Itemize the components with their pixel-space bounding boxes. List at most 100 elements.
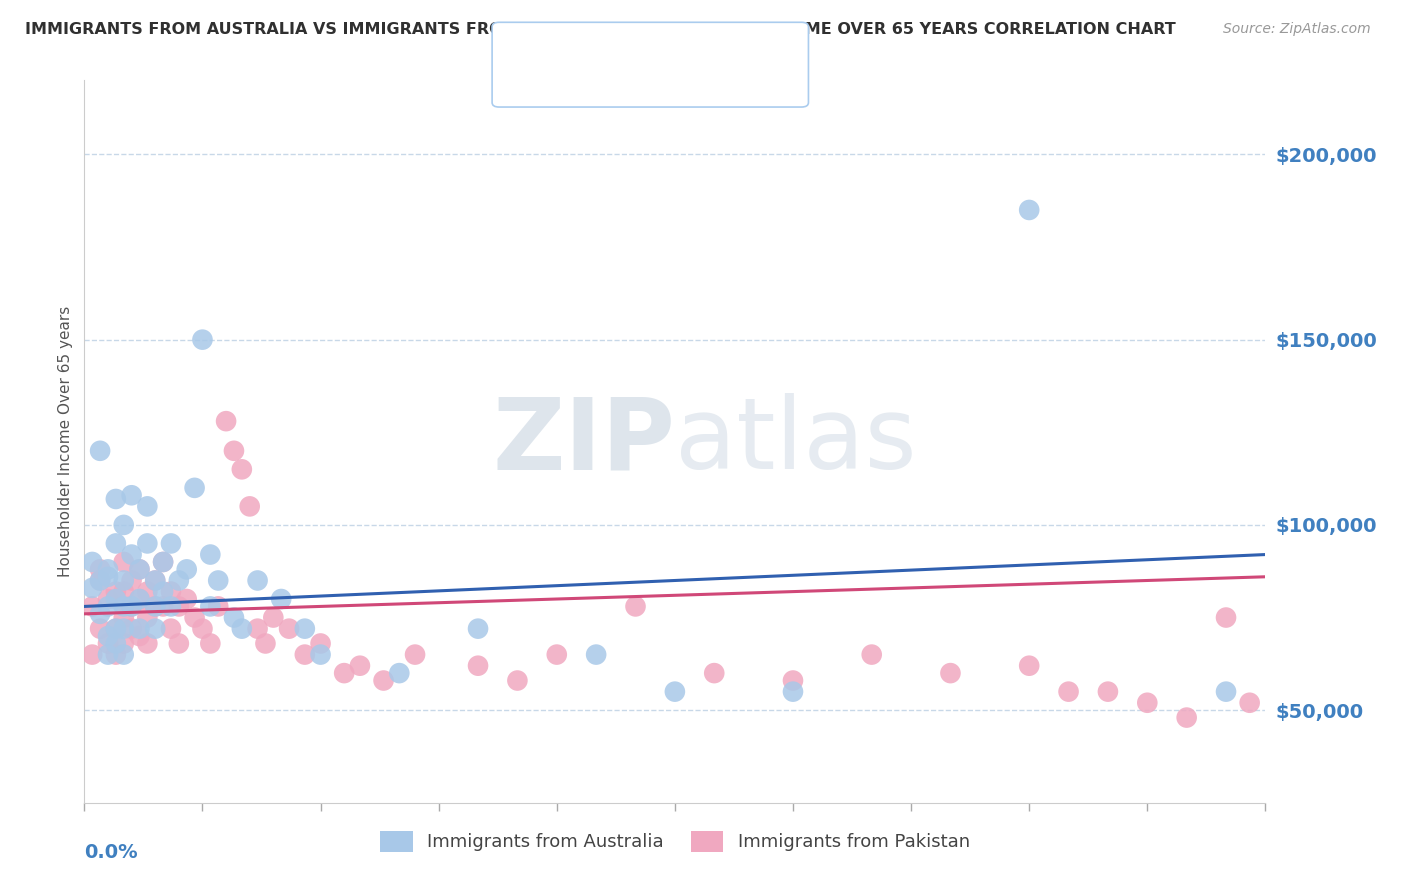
Point — [167, 636, 190, 650]
Point — [309, 648, 332, 662]
Point — [143, 622, 166, 636]
Point — [239, 500, 262, 514]
Point — [222, 610, 245, 624]
Point — [309, 636, 332, 650]
Point — [1175, 710, 1198, 724]
Point — [254, 636, 277, 650]
Point — [404, 648, 426, 662]
Point — [388, 666, 411, 681]
Point — [231, 622, 253, 636]
Point — [860, 648, 883, 662]
Point — [82, 581, 104, 595]
Point — [143, 574, 166, 588]
Text: 0.0%: 0.0% — [84, 843, 138, 862]
Point — [112, 599, 135, 614]
Text: R = 0.064   N = 65: R = 0.064 N = 65 — [538, 72, 709, 90]
Point — [112, 636, 135, 650]
Text: atlas: atlas — [675, 393, 917, 490]
Point — [1018, 658, 1040, 673]
Point — [104, 584, 127, 599]
Point — [176, 592, 198, 607]
Text: IMMIGRANTS FROM AUSTRALIA VS IMMIGRANTS FROM PAKISTAN HOUSEHOLDER INCOME OVER 65: IMMIGRANTS FROM AUSTRALIA VS IMMIGRANTS … — [25, 22, 1175, 37]
Point — [136, 584, 159, 599]
Point — [1018, 202, 1040, 217]
Point — [782, 673, 804, 688]
Point — [160, 622, 183, 636]
Point — [97, 636, 120, 650]
Point — [262, 610, 284, 624]
Point — [152, 555, 174, 569]
Point — [104, 592, 127, 607]
Point — [82, 648, 104, 662]
Point — [89, 574, 111, 588]
Point — [128, 562, 150, 576]
Point — [506, 673, 529, 688]
Point — [82, 555, 104, 569]
Point — [121, 574, 143, 588]
Point — [97, 562, 120, 576]
Point — [191, 622, 214, 636]
Point — [1136, 696, 1159, 710]
Point — [104, 491, 127, 506]
Point — [143, 599, 166, 614]
Point — [167, 599, 190, 614]
Point — [294, 648, 316, 662]
Point — [782, 684, 804, 698]
Point — [104, 622, 127, 636]
Point — [200, 636, 222, 650]
Point — [373, 673, 395, 688]
Point — [183, 481, 205, 495]
Point — [200, 548, 222, 562]
Point — [112, 648, 135, 662]
Point — [97, 570, 120, 584]
Point — [89, 574, 111, 588]
Point — [200, 599, 222, 614]
Text: R = 0.086   N = 55: R = 0.086 N = 55 — [538, 39, 709, 57]
Point — [121, 548, 143, 562]
Point — [176, 562, 198, 576]
Point — [112, 622, 135, 636]
Point — [112, 610, 135, 624]
Y-axis label: Householder Income Over 65 years: Householder Income Over 65 years — [58, 306, 73, 577]
Point — [1239, 696, 1261, 710]
Point — [160, 599, 183, 614]
Point — [112, 517, 135, 532]
Point — [546, 648, 568, 662]
Text: Source: ZipAtlas.com: Source: ZipAtlas.com — [1223, 22, 1371, 37]
Point — [121, 599, 143, 614]
Point — [104, 536, 127, 550]
Point — [191, 333, 214, 347]
Point — [1057, 684, 1080, 698]
Point — [624, 599, 647, 614]
Point — [82, 599, 104, 614]
Point — [97, 629, 120, 643]
Point — [121, 488, 143, 502]
Point — [270, 592, 292, 607]
Point — [89, 607, 111, 621]
Point — [467, 658, 489, 673]
Point — [467, 622, 489, 636]
Point — [349, 658, 371, 673]
Point — [104, 648, 127, 662]
Point — [664, 684, 686, 698]
Point — [222, 443, 245, 458]
Point — [121, 622, 143, 636]
Point — [167, 574, 190, 588]
Point — [585, 648, 607, 662]
Point — [703, 666, 725, 681]
Point — [152, 555, 174, 569]
Point — [136, 500, 159, 514]
Point — [104, 622, 127, 636]
Point — [112, 584, 135, 599]
Point — [160, 584, 183, 599]
Point — [112, 574, 135, 588]
Point — [128, 629, 150, 643]
Legend: Immigrants from Australia, Immigrants from Pakistan: Immigrants from Australia, Immigrants fr… — [373, 823, 977, 859]
Text: ZIP: ZIP — [492, 393, 675, 490]
Point — [112, 555, 135, 569]
Point — [183, 610, 205, 624]
Point — [1215, 684, 1237, 698]
Point — [128, 592, 150, 607]
Point — [89, 622, 111, 636]
Point — [278, 622, 301, 636]
